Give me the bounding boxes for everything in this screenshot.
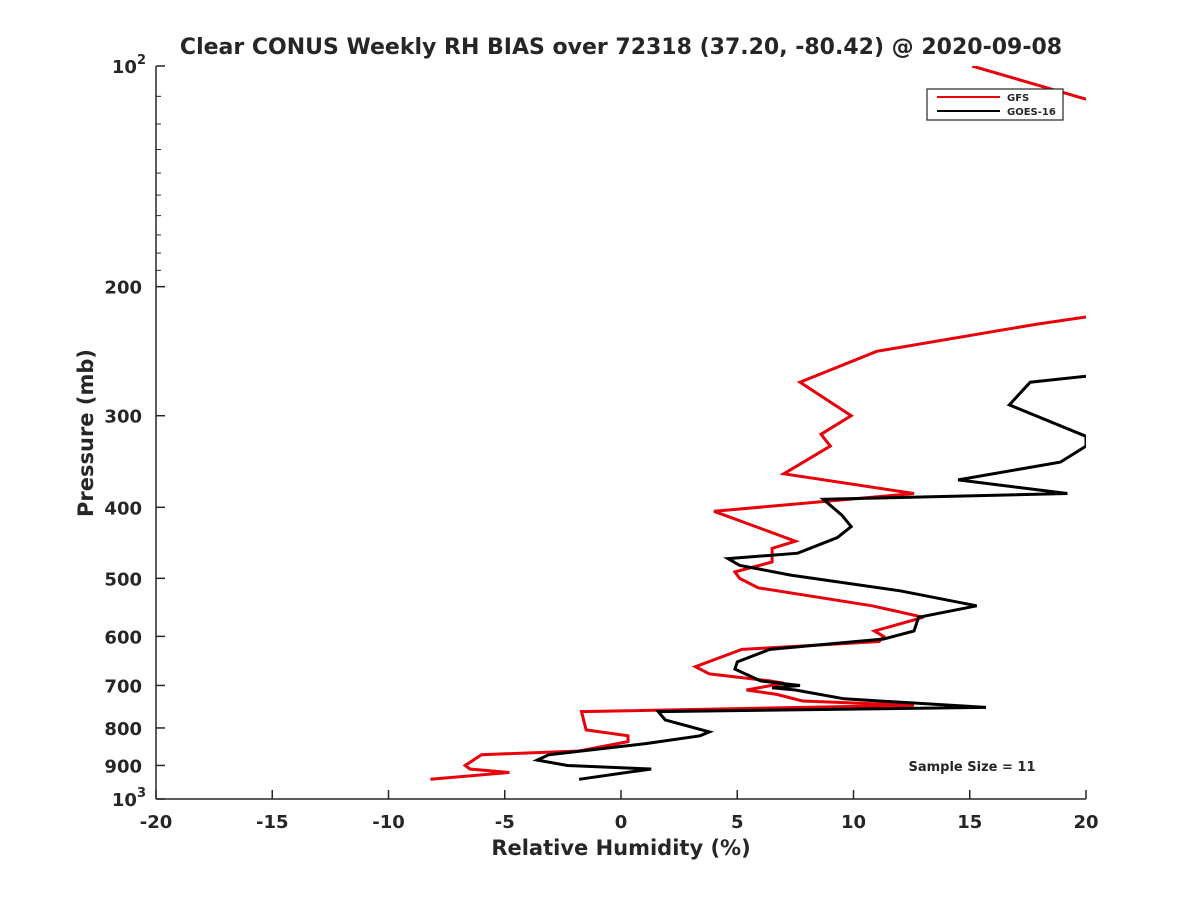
legend-box — [926, 88, 1064, 121]
x-tick-label: 20 — [1073, 812, 1098, 833]
x-axis-label: Relative Humidity (%) — [491, 836, 750, 860]
y-tick-label: 700 — [104, 676, 142, 697]
x-tick-label: -15 — [256, 812, 289, 833]
legend-label-goes-16: GOES-16 — [1007, 107, 1056, 118]
legend-label-gfs: GFS — [1007, 93, 1029, 104]
axes: -20 -15 -10 -5 0 5 10 15 20 102 200 300 400 500 600 700… — [104, 53, 1098, 833]
x-tick-label: -10 — [372, 812, 405, 833]
y-axis-label: Pressure (mb) — [74, 349, 98, 517]
y-tick-label: 200 — [104, 278, 142, 299]
y-tick-label: 900 — [104, 756, 142, 777]
series-line-gfs-1 — [971, 66, 1086, 101]
x-tick-label: 10 — [841, 812, 866, 833]
y-tick-label: 300 — [104, 407, 142, 428]
chart-title: Clear CONUS Weekly RH BIAS over 72318 (3… — [180, 35, 1062, 60]
legend: GFS GOES-16 — [926, 88, 1064, 121]
y-tick-label: 103 — [112, 786, 146, 811]
y-tick-label: 400 — [104, 498, 142, 519]
x-tick-label: 15 — [957, 812, 982, 833]
x-tick-label: 5 — [731, 812, 744, 833]
x-tick-label: -20 — [140, 812, 173, 833]
y-tick-label: 102 — [112, 53, 146, 78]
sample-size-annotation: Sample Size = 11 — [908, 760, 1035, 775]
y-tick-label: 600 — [104, 627, 142, 648]
y-tick-label: 500 — [104, 569, 142, 590]
series-line-goes-16-2 — [532, 374, 1086, 781]
x-tick-label: 0 — [615, 812, 628, 833]
x-tick-label: -5 — [495, 812, 515, 833]
series-layer — [430, 66, 1086, 781]
y-tick-label: 800 — [104, 719, 142, 740]
